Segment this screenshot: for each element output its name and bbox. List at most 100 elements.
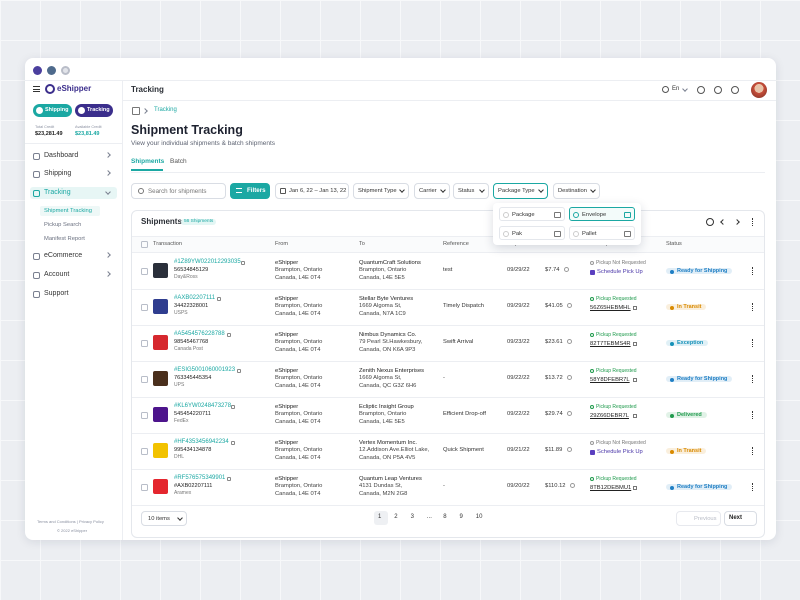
page-number[interactable]: ...: [426, 514, 432, 521]
copy-icon[interactable]: [227, 477, 232, 481]
next-button[interactable]: Next: [724, 511, 757, 526]
nav-icon: [33, 290, 40, 298]
filter-dropdown[interactable]: Package Type: [493, 183, 548, 199]
row-menu[interactable]: [752, 375, 754, 383]
nav-item[interactable]: Tracking: [44, 188, 71, 196]
nav-item[interactable]: Support: [44, 289, 69, 297]
package-option[interactable]: Envelope: [569, 207, 635, 221]
toolbar-icon[interactable]: [697, 86, 705, 94]
schedule-pickup[interactable]: Schedule Pick Up: [597, 268, 643, 275]
page-number[interactable]: 1: [378, 514, 382, 521]
nav-item[interactable]: Account: [44, 270, 70, 278]
pickup-code[interactable]: 82T7TEBMS4R: [590, 340, 631, 347]
checkbox[interactable]: [141, 268, 148, 275]
package-option[interactable]: Package: [499, 207, 565, 221]
row-menu[interactable]: [752, 411, 754, 419]
tracking-number[interactable]: #HF4353456942234: [174, 439, 229, 446]
copy-icon[interactable]: [227, 333, 232, 337]
checkbox[interactable]: [141, 340, 148, 347]
mode-button[interactable]: Shipping: [33, 104, 72, 117]
row-menu[interactable]: [752, 267, 754, 275]
tracking-number[interactable]: #KL6YW0248473278: [174, 403, 232, 410]
row-menu[interactable]: [752, 483, 754, 491]
filter-dropdown[interactable]: Status: [453, 183, 489, 199]
tracking-number[interactable]: #1Z89YW022012293035: [174, 259, 241, 266]
footer-links[interactable]: Terms and Conditions | Privacy Policy: [37, 518, 104, 524]
pickup-code[interactable]: 8TB12DEBMU1: [590, 484, 632, 491]
window-dot: [33, 66, 42, 75]
tracking-number[interactable]: #A5454576228788: [174, 331, 225, 338]
copy-icon[interactable]: [217, 297, 222, 301]
nav-item[interactable]: Dashboard: [44, 151, 79, 159]
toolbar-icon[interactable]: [714, 86, 722, 94]
filters-button[interactable]: Filters: [230, 183, 270, 199]
package-option[interactable]: Pallet: [569, 226, 635, 240]
schedule-pickup[interactable]: Schedule Pick Up: [597, 448, 643, 455]
nav-item[interactable]: eCommerce: [44, 251, 83, 259]
pickup-code[interactable]: 58Y8DFEBR7L: [590, 376, 630, 383]
page-number[interactable]: 2: [394, 514, 398, 521]
subnav-item[interactable]: Shipment Tracking: [44, 207, 93, 214]
menu-icon[interactable]: [33, 86, 40, 92]
filters-label: Filters: [247, 186, 266, 194]
avatar[interactable]: [751, 82, 767, 98]
pickup-status: Pickup Requested: [596, 404, 637, 410]
more-icon[interactable]: [752, 218, 754, 226]
filters-icon: [236, 188, 242, 193]
to-line: Canada, QC G3Z 6H6: [359, 382, 417, 389]
copy-icon[interactable]: [237, 369, 242, 373]
pickup-code[interactable]: 56Z65HEBMHL: [590, 304, 631, 311]
tab[interactable]: Shipments: [131, 158, 165, 166]
refresh-icon[interactable]: [706, 218, 714, 226]
copy-icon[interactable]: [230, 405, 235, 409]
subnav-item[interactable]: Pickup Search: [44, 221, 82, 228]
row-menu[interactable]: [752, 339, 754, 347]
shipment-number: 763345445354: [174, 374, 212, 381]
tracking-number[interactable]: #AXB02207111: [174, 295, 216, 302]
checkbox[interactable]: [141, 412, 148, 419]
nav-item[interactable]: Shipping: [44, 169, 72, 177]
row-menu[interactable]: [752, 447, 754, 455]
page-number[interactable]: 10: [475, 514, 483, 521]
date-range[interactable]: Jan 6, 22 – Jan 13, 22: [275, 183, 349, 199]
search-box[interactable]: Search for shipments: [131, 183, 226, 199]
to-line: Stellar Byte Ventures: [359, 295, 414, 302]
mode-button[interactable]: Tracking: [75, 104, 113, 117]
checkbox[interactable]: [141, 448, 148, 455]
breadcrumb[interactable]: Tracking: [154, 107, 177, 114]
previous-button[interactable]: Previous: [676, 511, 721, 526]
page-number[interactable]: 8: [443, 514, 447, 521]
filter-dropdown[interactable]: Destination: [553, 183, 600, 199]
credit-label: Total Credit: [35, 124, 55, 129]
page-number[interactable]: 9: [459, 514, 463, 521]
ship-date: 09/21/22: [507, 446, 530, 453]
checkbox[interactable]: [141, 304, 148, 311]
checkbox[interactable]: [141, 376, 148, 383]
checkbox[interactable]: [141, 484, 148, 491]
credit-label: Available Credit: [75, 124, 102, 129]
filter-dropdown[interactable]: Carrier: [414, 183, 450, 199]
page-number[interactable]: 3: [410, 514, 414, 521]
filter-dropdown[interactable]: Shipment Type: [353, 183, 409, 199]
tracking-number[interactable]: #ESIG5001060001923: [174, 367, 236, 374]
copy-icon[interactable]: [240, 261, 245, 265]
language[interactable]: En: [672, 86, 680, 93]
mode-icon: [36, 107, 43, 114]
price: $41.05: [545, 302, 563, 309]
external-icon: [633, 413, 637, 418]
checkbox[interactable]: [141, 241, 148, 248]
window-dot: [47, 66, 56, 75]
copy-icon[interactable]: [230, 441, 235, 445]
toolbar-icon[interactable]: [731, 86, 739, 94]
tab[interactable]: Batch: [170, 158, 187, 166]
footer-copyright: © 2022 eShipper: [57, 527, 88, 533]
subnav-item[interactable]: Manifest Report: [44, 235, 85, 242]
row-menu[interactable]: [752, 303, 754, 311]
carrier-name: DHL: [174, 454, 185, 460]
package-option[interactable]: Pak: [499, 226, 565, 240]
page-size[interactable]: 10 items: [141, 511, 187, 526]
divider: [122, 100, 776, 101]
tracking-number[interactable]: #RF576575349901: [174, 475, 226, 482]
pickup-code[interactable]: 29Z66DEBR7L: [590, 412, 629, 419]
